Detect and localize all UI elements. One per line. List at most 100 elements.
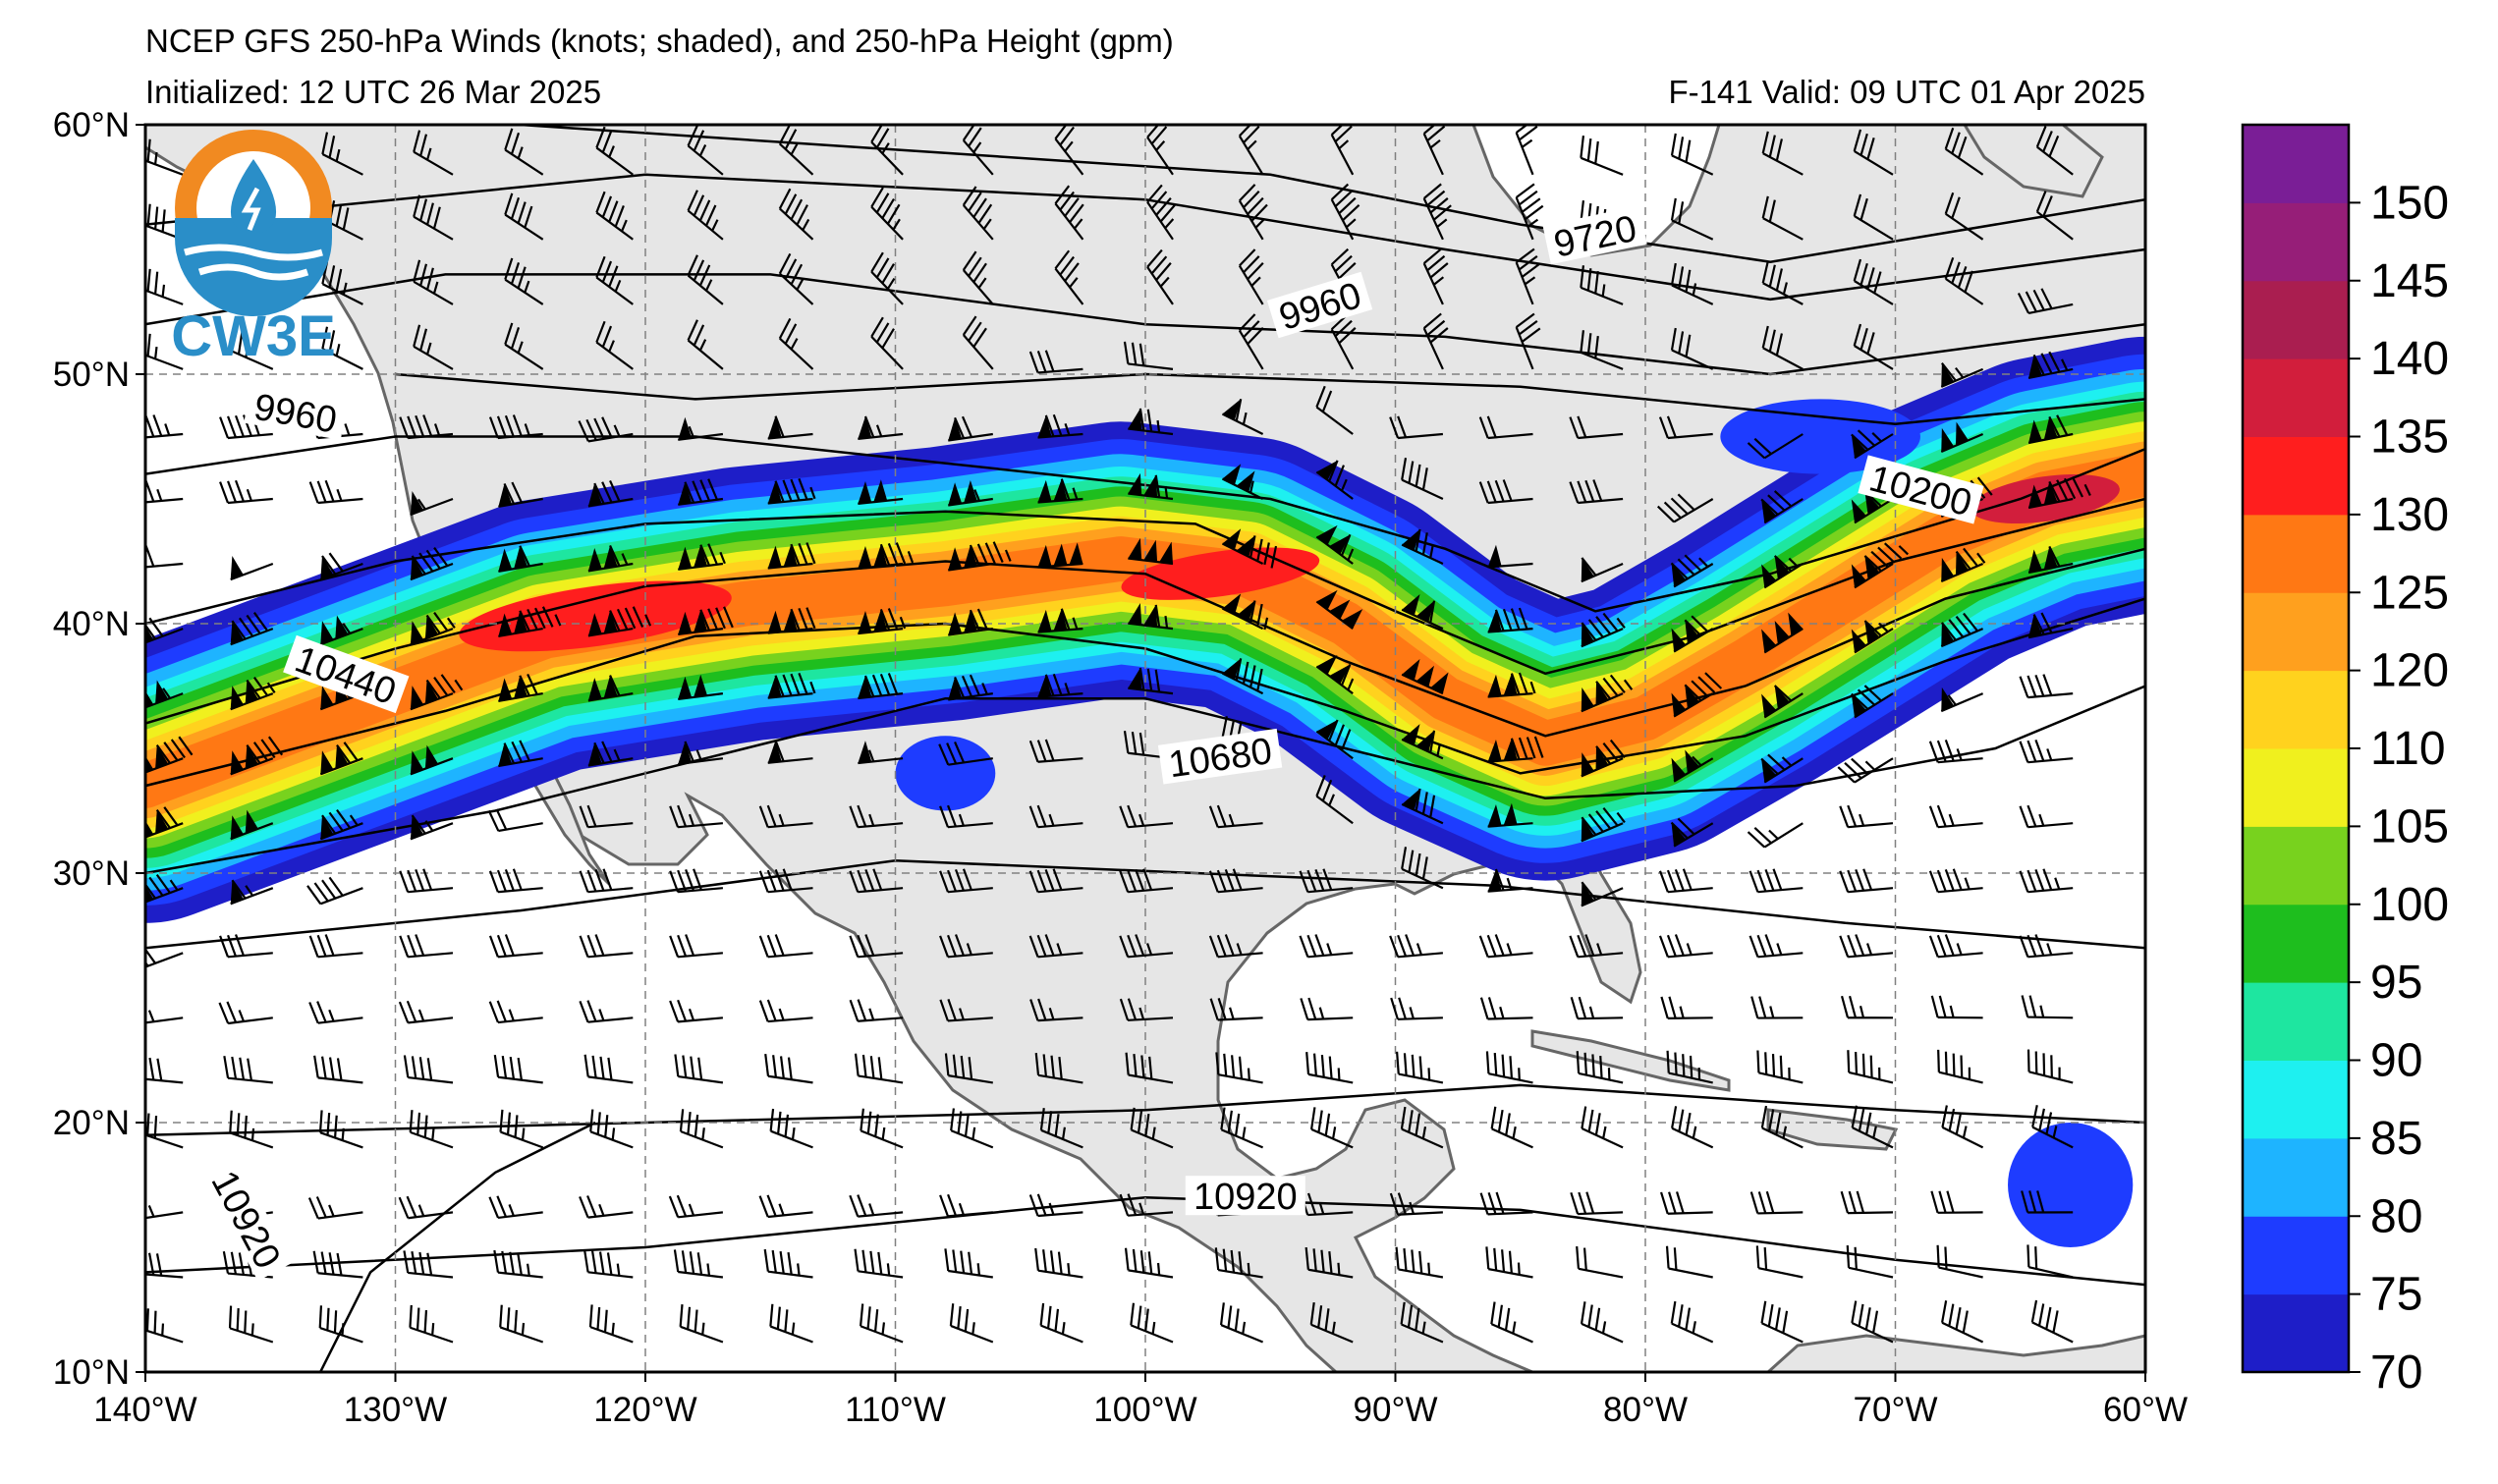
wind-barb — [858, 673, 904, 700]
wind-barb — [1671, 1106, 1714, 1149]
colorbar-segment — [2243, 280, 2349, 359]
wind-barb — [1146, 125, 1174, 176]
wind-barb — [321, 132, 363, 176]
wind-barb — [1487, 607, 1533, 633]
wind-barb — [588, 1304, 634, 1344]
initialized-time: Initialized: 12 UTC 26 Mar 2025 — [145, 74, 601, 110]
wind-patch — [895, 736, 996, 811]
wind-barb — [1660, 996, 1713, 1019]
wind-barb — [1749, 868, 1804, 894]
wind-barb — [939, 934, 993, 959]
contour-label-text: 10920 — [1193, 1177, 1298, 1218]
wind-barb — [145, 680, 184, 711]
wind-barb — [764, 1053, 813, 1084]
wind-barb — [1576, 1245, 1624, 1279]
wind-barb — [1123, 341, 1174, 370]
wind-barb — [1479, 997, 1533, 1020]
wind-barb — [1940, 547, 1986, 582]
wind-barb — [1839, 804, 1894, 829]
wind-barb — [145, 1308, 184, 1344]
wind-barb — [145, 1251, 184, 1279]
contour-label-bg — [1185, 1176, 1305, 1216]
lon-tick-label: 130°W — [344, 1391, 447, 1429]
wind-barb — [1670, 197, 1714, 241]
hispaniola-island — [1766, 1108, 1899, 1151]
wind-barb — [669, 868, 723, 894]
wind-barb — [1401, 528, 1444, 565]
wind-barb — [1760, 1300, 1804, 1344]
wind-barb — [1037, 542, 1083, 569]
wind-barb — [1221, 528, 1278, 569]
wind-barb — [1238, 313, 1264, 370]
wind-barb — [1747, 822, 1804, 849]
wind-barb — [1315, 589, 1363, 630]
wind-barb — [678, 478, 724, 506]
valid-time: F-141 Valid: 09 UTC 01 Apr 2025 — [1669, 74, 2146, 110]
wind-barb — [1128, 537, 1174, 566]
wind-barb — [1208, 868, 1263, 894]
wind-barb — [1305, 1052, 1354, 1084]
wind-barb — [1221, 658, 1264, 695]
wind-barb — [1422, 125, 1446, 176]
colorbar-label: 95 — [2370, 957, 2422, 1009]
wind-barb — [1581, 674, 1634, 713]
wind-barb — [1851, 1105, 1894, 1149]
height-contour-line — [145, 685, 2145, 875]
wind-barb — [939, 998, 993, 1022]
wind-barb — [763, 1248, 813, 1279]
wind-barb — [1054, 185, 1084, 241]
colorbar-segment — [2243, 904, 2349, 983]
wind-barb — [1479, 1191, 1533, 1216]
wind-barb — [962, 125, 994, 176]
wind-barb — [849, 934, 904, 959]
wind-barb — [579, 1195, 634, 1219]
wind-barb — [493, 1249, 543, 1279]
cw3e-water-drop-logo-icon — [175, 130, 332, 316]
wind-barb — [1576, 1051, 1624, 1084]
wind-barb — [1119, 868, 1174, 894]
wind-barb — [769, 1303, 813, 1344]
wind-barb — [1487, 736, 1544, 763]
wind-barb — [1671, 749, 1714, 783]
wind-barb — [669, 999, 723, 1023]
wind-barb — [1305, 1246, 1354, 1279]
wind-barb — [1515, 247, 1541, 305]
wind-barb — [1487, 672, 1536, 698]
wind-barb — [504, 128, 544, 176]
wind-barb — [1299, 934, 1354, 959]
wind-barb — [1209, 998, 1263, 1021]
wind-barb — [413, 324, 454, 370]
greenland-edge — [1963, 125, 2104, 198]
lat-tick-label: 10°N — [53, 1353, 130, 1392]
wind-barb — [778, 317, 814, 370]
wind-barb — [767, 415, 813, 440]
wind-barb — [1581, 1106, 1624, 1149]
colorbar-segment — [2243, 748, 2349, 827]
wind-barb — [1400, 1106, 1444, 1149]
wind-barb — [499, 1109, 544, 1149]
cw3e-logo: CW3E — [171, 130, 336, 368]
wind-barb — [1760, 753, 1804, 784]
wind-barb — [1490, 1301, 1533, 1344]
colorbar-segment — [2243, 592, 2349, 672]
wind-barb — [1569, 934, 1624, 959]
wind-barb — [219, 934, 273, 959]
colorbar-label: 135 — [2370, 412, 2449, 464]
colorbar-label: 85 — [2370, 1113, 2422, 1165]
wind-barb — [504, 192, 544, 241]
wind-barb — [145, 268, 184, 305]
wind-barb — [849, 868, 904, 894]
height-contour-line — [395, 372, 2145, 426]
wind-barb — [230, 879, 274, 906]
wind-barb — [579, 934, 634, 959]
wind-barb — [1851, 685, 1894, 719]
wind-barb — [579, 804, 634, 829]
wind-barb — [1315, 385, 1354, 435]
wind-barb — [578, 416, 634, 443]
wind-barb — [1853, 129, 1894, 176]
wind-barb — [1028, 868, 1083, 894]
wind-barb — [1853, 258, 1894, 305]
wind-barb — [668, 1194, 724, 1219]
wind-barb — [1037, 673, 1083, 698]
wind-barb — [1146, 248, 1174, 305]
